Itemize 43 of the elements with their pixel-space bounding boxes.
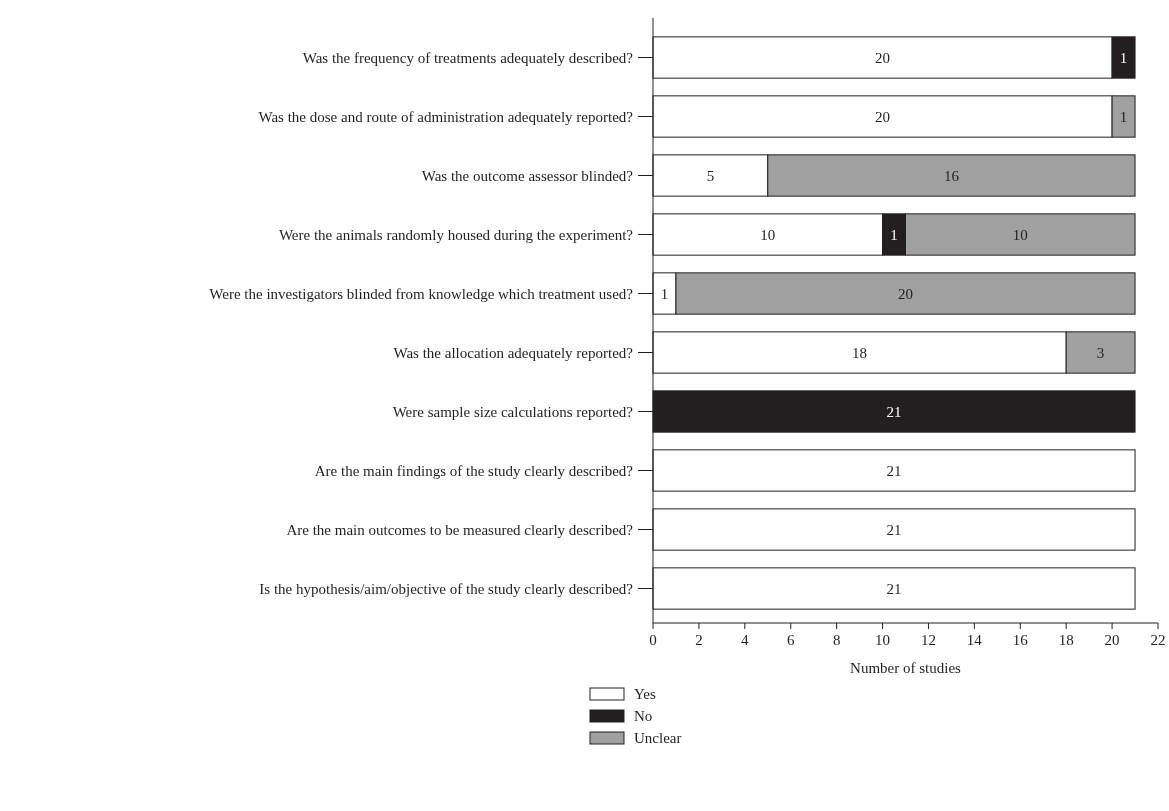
data-label: 21 [886,521,902,538]
data-label: 20 [875,108,891,125]
legend-label: No [634,708,653,725]
y-tick-label: Was the frequency of treatments adequately described? [302,49,634,66]
legend-label: Unclear [634,730,682,747]
y-tick-label: Were sample size calculations reported? [392,403,634,420]
x-tick-label: 14 [966,632,983,648]
data-label: 1 [890,226,898,243]
x-axis-title: Number of studies [850,660,962,676]
data-label: 1 [1119,49,1128,66]
data-label: 1 [1119,108,1128,125]
data-label: 3 [1096,344,1105,361]
data-label: 20 [875,49,891,66]
x-tick-label: 6 [786,632,795,648]
data-label: 10 [760,226,776,243]
data-label: 21 [886,580,902,597]
data-label: 20 [898,285,913,302]
data-label: 1 [660,285,669,302]
x-tick-label: 10 [875,632,891,648]
data-label: 21 [886,403,902,420]
x-tick-label: 8 [832,632,841,648]
x-tick-label: 16 [1012,632,1029,648]
x-tick-label: 12 [920,632,936,648]
y-tick-label: Are the main outcomes to be measured clearly described? [286,521,634,538]
legend-label: Yes [634,686,656,703]
y-tick-label: Were the animals randomly housed during the experiment? [278,226,634,243]
x-tick-label: 22 [1150,632,1166,648]
y-tick-label: Were the investigators blinded from knowledge which treatment used? [209,285,634,302]
y-tick-label: Are the main findings of the study clearly described? [314,462,634,479]
x-tick-label: 2 [695,632,703,648]
data-label: 18 [852,344,868,361]
data-label: 16 [943,167,960,184]
x-tick-label: 20 [1104,632,1120,648]
y-tick-label: Was the outcome assessor blinded? [421,167,634,184]
y-tick-label: Is the hypothesis/aim/objective of the study clearly described? [259,580,634,597]
data-label: 5 [706,167,715,184]
data-label: 21 [886,462,902,479]
data-label: 10 [1012,226,1028,243]
x-tick-label: 4 [741,632,750,648]
x-tick-label: 0 [649,632,657,648]
y-tick-label: Was the allocation adequately reported? [393,344,634,361]
y-tick-label: Was the dose and route of administration adequately reported? [258,108,634,125]
x-tick-label: 18 [1058,632,1074,648]
